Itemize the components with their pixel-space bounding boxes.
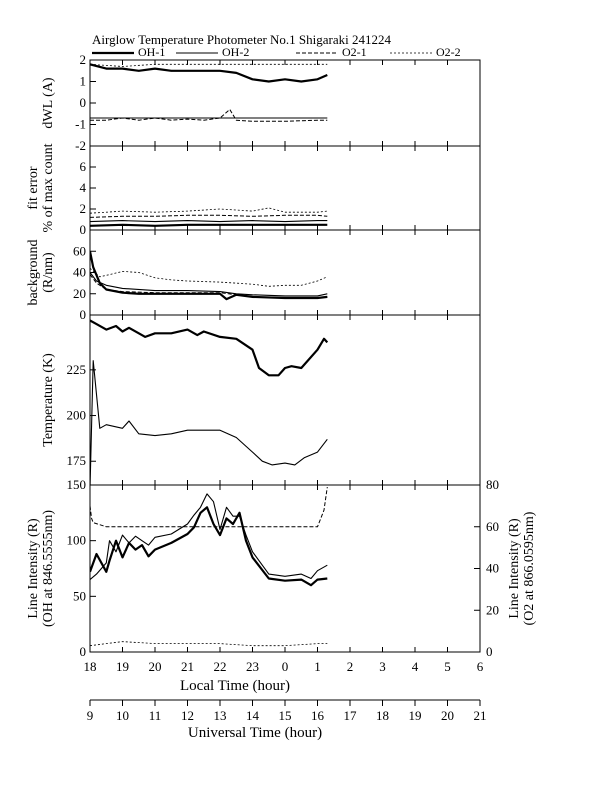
y-right-axis-label: (O2 at 866.0595nm) (522, 511, 537, 625)
series-oh-1-bg (90, 251, 328, 301)
universal-time-tick-label: 10 (116, 708, 129, 723)
chart-panels: -2 -1 0 1 2 dWL (A) 0 2 4 6 fit error% of max coun… (26, 52, 537, 659)
panel-frame (89, 314, 481, 486)
y-tick-label: 1 (80, 74, 87, 89)
y-axis-label: (R/nm) (41, 252, 56, 293)
panel-frame (89, 145, 481, 231)
local-time-axis-label: Local Time (hour) (180, 678, 290, 694)
legend-label-o2-1: O2-1 (342, 45, 367, 59)
universal-time-tick-label: 12 (181, 708, 194, 723)
universal-time-tick-label: 11 (149, 708, 162, 723)
series-o2-1-int (90, 487, 328, 528)
series-oh-1-int (90, 506, 328, 587)
series-o2-1-bg (90, 274, 328, 299)
y-axis-label: % of max count (41, 143, 56, 232)
y-tick-label: 20 (73, 286, 86, 301)
panel-frame (89, 59, 481, 147)
series-oh-2-bg (90, 272, 328, 297)
y-axis-label: (OH at 846.5555nm) (41, 510, 56, 627)
y-right-tick-label: 20 (486, 602, 499, 617)
series-oh-1-dwl (90, 63, 328, 83)
legend-label-oh-2: OH-2 (222, 45, 249, 59)
y-tick-label: 2 (80, 52, 87, 67)
y-right-tick-label: 80 (486, 477, 499, 492)
series-o2-2-bg (90, 267, 328, 287)
y-right-tick-label: 60 (486, 519, 499, 534)
local-time-tick-label: 1 (314, 659, 321, 674)
local-time-tick-label: 4 (412, 659, 419, 674)
panel-frame (89, 229, 481, 316)
y-right-tick-label: 0 (486, 644, 493, 659)
local-time-tick-label: 5 (444, 659, 451, 674)
universal-time-axis-label: Universal Time (hour) (188, 725, 322, 741)
y-tick-label: 225 (67, 362, 87, 377)
local-time-tick-label: 20 (149, 659, 162, 674)
y-axis-label: Temperature (K) (41, 353, 56, 447)
panel-dwl: -2 -1 0 1 2 dWL (A) (41, 52, 481, 153)
series-oh-2-temp (90, 360, 328, 485)
y-tick-label: 60 (73, 243, 86, 258)
legend-label-oh-1: OH-1 (138, 45, 165, 59)
series-oh-1-temp (90, 319, 329, 377)
universal-time-tick-label: 21 (474, 708, 487, 723)
y-tick-label: 200 (67, 408, 87, 423)
panel-temp: 175 200 225 Temperature (K) (41, 314, 481, 486)
universal-time-tick-label: 15 (279, 708, 292, 723)
y-tick-label: 0 (80, 95, 87, 110)
series-o2-1-fiterr (90, 214, 328, 218)
universal-time-tick-label: 13 (214, 708, 227, 723)
universal-time-tick-label: 20 (441, 708, 454, 723)
universal-time-tick-label: 16 (311, 708, 325, 723)
local-time-tick-label: 19 (116, 659, 129, 674)
y-tick-label: 2 (80, 201, 87, 216)
y-tick-label: 100 (67, 533, 87, 548)
series-oh-1-fiterr (90, 223, 328, 227)
legend-label-o2-2: O2-2 (436, 45, 461, 59)
y-tick-label: 150 (67, 477, 87, 492)
series-o2-2-fiterr (90, 207, 328, 214)
y-right-tick-label: 40 (486, 561, 499, 576)
y-tick-label: 0 (80, 307, 87, 322)
y-axis-label: Line Intensity (R) (26, 518, 41, 619)
series-oh-2-int (90, 493, 328, 581)
y-tick-label: -2 (75, 138, 86, 153)
series-o2-2-int (90, 641, 328, 647)
y-tick-label: 0 (80, 644, 87, 659)
y-tick-label: 6 (80, 159, 87, 174)
universal-time-tick-label: 18 (376, 708, 389, 723)
chart-title: Airglow Temperature Photometer No.1 Shig… (92, 32, 392, 47)
series-o2-1-dwl (90, 109, 328, 122)
panel-fiterr: 0 2 4 6 fit error% of max count (26, 143, 481, 237)
universal-time-tick-label: 14 (246, 708, 260, 723)
y-tick-label: 4 (80, 180, 87, 195)
y-tick-label: 0 (80, 222, 87, 237)
y-axis-label: fit error (26, 166, 41, 209)
local-time-tick-label: 3 (379, 659, 386, 674)
series-oh-2-fiterr (90, 220, 328, 223)
series-o2-2-dwl (90, 63, 328, 67)
legend: OH-1 OH-2 O2-1 O2-2 (92, 45, 461, 59)
local-time-tick-label: 21 (181, 659, 194, 674)
universal-time-tick-label: 19 (409, 708, 422, 723)
y-tick-label: 175 (67, 453, 87, 468)
y-tick-label: 40 (73, 265, 86, 280)
local-time-tick-label: 0 (282, 659, 289, 674)
local-time-tick-label: 6 (477, 659, 484, 674)
local-time-tick-label: 2 (347, 659, 354, 674)
panel-frame (89, 484, 481, 653)
universal-time-tick-label: 9 (87, 708, 94, 723)
local-time-tick-label: 18 (84, 659, 97, 674)
local-time-tick-label: 22 (214, 659, 227, 674)
y-tick-label: 50 (73, 588, 86, 603)
panel-bg: 0 20 40 60 background (R/nm) (26, 229, 481, 322)
universal-time-tick-label: 17 (344, 708, 358, 723)
y-axis-label: background (26, 239, 41, 305)
y-right-axis-label: Line Intensity (R) (507, 518, 522, 619)
y-tick-label: -1 (75, 117, 86, 132)
local-time-tick-label: 23 (246, 659, 259, 674)
y-axis-label: dWL (A) (41, 77, 56, 129)
